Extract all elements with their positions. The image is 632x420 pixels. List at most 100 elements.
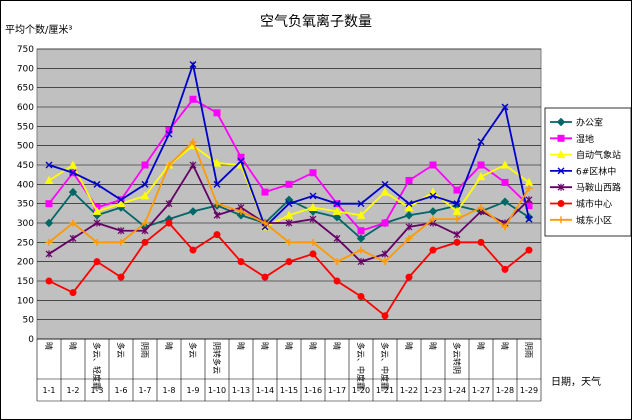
- y-tick-label: 200: [17, 258, 34, 268]
- data-point: [141, 161, 149, 169]
- x-weather-label: 晴: [476, 342, 486, 350]
- data-point: [69, 219, 77, 227]
- data-point: [501, 265, 509, 273]
- data-point: [189, 161, 197, 169]
- data-point: [332, 212, 342, 222]
- data-point: [285, 219, 293, 227]
- x-tick-label: 1-27: [472, 386, 490, 395]
- data-point: [477, 138, 485, 146]
- y-tick-label: 500: [17, 142, 34, 152]
- data-point: [477, 238, 485, 246]
- data-point: [141, 219, 149, 227]
- x-tick-label: 1-21: [376, 386, 394, 395]
- data-point: [405, 176, 413, 184]
- data-point: [189, 60, 197, 68]
- legend-item: 6#区林中: [550, 165, 616, 177]
- x-tick-label: 1-10: [208, 386, 226, 395]
- data-point: [557, 167, 565, 175]
- data-point: [261, 273, 269, 281]
- y-tick-label: 600: [17, 103, 34, 113]
- data-point: [453, 231, 461, 239]
- legend-item: 城市中心: [550, 198, 612, 210]
- data-point: [429, 246, 437, 254]
- data-point: [332, 206, 342, 215]
- data-point: [189, 95, 197, 103]
- data-point: [117, 273, 125, 281]
- x-weather-label: 晴: [236, 342, 246, 350]
- data-point: [357, 200, 365, 208]
- data-point: [333, 277, 341, 285]
- data-point: [165, 161, 173, 169]
- data-point: [404, 211, 414, 220]
- data-point: [189, 246, 197, 254]
- data-point: [557, 134, 565, 142]
- data-point: [237, 157, 245, 165]
- data-point: [429, 192, 437, 200]
- data-point: [69, 234, 77, 242]
- y-tick-label: 450: [17, 161, 34, 171]
- legend-item: 湿地: [550, 133, 594, 145]
- series-lines: [44, 60, 534, 320]
- x-tick-label: 1-6: [114, 386, 127, 395]
- data-point: [93, 219, 101, 227]
- data-point: [381, 258, 389, 266]
- data-point: [165, 219, 173, 227]
- x-weather-label: 晴: [68, 342, 78, 350]
- data-point: [117, 238, 125, 246]
- legend-label: 6#区林中: [576, 165, 616, 177]
- chart-title: 空气负氧离子数量: [260, 13, 372, 30]
- data-point: [213, 109, 221, 117]
- data-point: [213, 200, 221, 208]
- data-point: [404, 202, 414, 212]
- y-tick-label: 750: [17, 45, 34, 55]
- data-point: [525, 246, 533, 254]
- data-point: [68, 187, 78, 197]
- x-tick-label: 1-28: [496, 386, 514, 395]
- y-tick-label: 400: [17, 180, 34, 190]
- data-point: [477, 161, 485, 169]
- data-point: [557, 216, 565, 224]
- data-point: [45, 277, 53, 285]
- x-tick-label: 1-14: [256, 386, 274, 395]
- data-point: [116, 199, 126, 208]
- x-tick-label: 1-24: [448, 386, 466, 395]
- legend-item: 办公室: [550, 117, 603, 129]
- data-point: [308, 202, 318, 212]
- x-weather-label: 晴: [500, 342, 510, 350]
- data-point: [236, 211, 246, 220]
- legend-label: 城市中心: [576, 198, 612, 210]
- x-weather-label: 多云、中度霾: [380, 342, 390, 390]
- data-point: [380, 187, 390, 196]
- data-point: [140, 191, 150, 200]
- data-point: [501, 178, 509, 186]
- series-3: [45, 60, 533, 231]
- x-weather-label: 多云: [116, 342, 126, 358]
- data-point: [556, 150, 566, 159]
- x-tick-label: 1-15: [280, 386, 298, 395]
- data-point: [381, 312, 389, 320]
- data-point: [452, 206, 462, 215]
- data-point: [357, 227, 365, 235]
- data-point: [92, 206, 102, 215]
- x-tick-label: 1-3: [90, 386, 103, 395]
- data-point: [93, 238, 101, 246]
- legend-label: 湿地: [576, 133, 594, 145]
- data-point: [557, 183, 565, 191]
- data-point: [356, 210, 366, 219]
- y-tick-label: 550: [17, 122, 34, 132]
- data-point: [557, 200, 565, 207]
- x-tick-label: 1-13: [232, 386, 250, 395]
- data-point: [333, 258, 341, 266]
- data-point: [500, 197, 510, 206]
- data-point: [453, 186, 461, 194]
- data-point: [212, 158, 222, 167]
- data-point: [309, 192, 317, 200]
- y-axis-label: 平均个数/厘米³: [5, 23, 72, 36]
- x-weather-label: 晴: [44, 342, 54, 350]
- x-weather-label: 晴: [284, 342, 294, 350]
- data-point: [285, 238, 293, 246]
- x-weather-label: 晴: [260, 342, 270, 350]
